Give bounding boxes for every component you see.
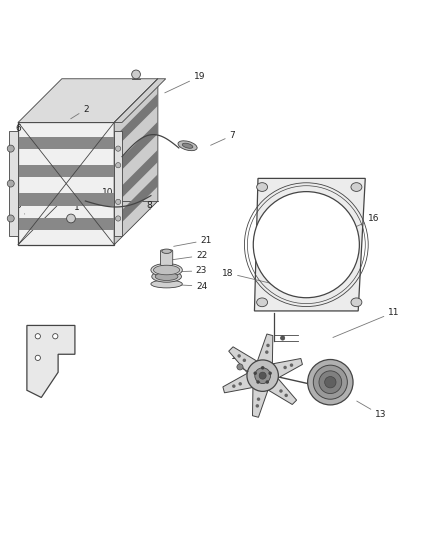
Polygon shape xyxy=(273,359,302,378)
Text: 10: 10 xyxy=(102,188,113,197)
Polygon shape xyxy=(114,150,158,206)
Ellipse shape xyxy=(155,272,178,280)
Circle shape xyxy=(265,350,268,354)
Polygon shape xyxy=(267,378,297,405)
Circle shape xyxy=(35,355,40,360)
Text: 1: 1 xyxy=(68,201,80,212)
Circle shape xyxy=(283,366,287,369)
Circle shape xyxy=(7,145,14,152)
Circle shape xyxy=(35,334,40,339)
Polygon shape xyxy=(223,373,252,393)
Circle shape xyxy=(253,192,359,298)
Circle shape xyxy=(256,380,260,384)
Circle shape xyxy=(268,372,272,375)
Polygon shape xyxy=(27,326,75,398)
Circle shape xyxy=(307,359,353,405)
Ellipse shape xyxy=(351,298,362,306)
Circle shape xyxy=(7,180,14,187)
Text: 2: 2 xyxy=(71,105,88,119)
Circle shape xyxy=(265,380,269,384)
Circle shape xyxy=(313,365,347,399)
Circle shape xyxy=(325,376,336,388)
Ellipse shape xyxy=(153,265,180,275)
Polygon shape xyxy=(252,386,268,417)
Polygon shape xyxy=(114,93,158,149)
Polygon shape xyxy=(18,123,114,245)
Circle shape xyxy=(53,334,58,339)
Circle shape xyxy=(116,199,121,205)
Circle shape xyxy=(284,394,288,397)
Circle shape xyxy=(280,336,285,340)
Circle shape xyxy=(232,384,236,388)
Polygon shape xyxy=(254,179,365,311)
Text: 21: 21 xyxy=(174,236,212,246)
Circle shape xyxy=(237,364,243,370)
Polygon shape xyxy=(114,174,158,230)
FancyBboxPatch shape xyxy=(160,250,173,265)
Text: 23: 23 xyxy=(165,266,207,276)
Circle shape xyxy=(132,70,141,79)
Circle shape xyxy=(116,163,121,168)
Circle shape xyxy=(259,372,266,379)
Text: 18: 18 xyxy=(222,269,271,284)
Ellipse shape xyxy=(151,263,182,277)
Text: 24: 24 xyxy=(165,281,207,290)
Circle shape xyxy=(238,382,242,385)
Polygon shape xyxy=(18,218,114,230)
Ellipse shape xyxy=(351,183,362,191)
Circle shape xyxy=(243,359,246,362)
Circle shape xyxy=(257,398,260,401)
Polygon shape xyxy=(114,122,158,177)
Circle shape xyxy=(254,372,257,375)
Polygon shape xyxy=(114,79,166,123)
Circle shape xyxy=(255,368,271,384)
Circle shape xyxy=(67,214,75,223)
Text: 6: 6 xyxy=(15,125,23,138)
Text: 16: 16 xyxy=(353,214,380,228)
Text: 7: 7 xyxy=(211,131,235,146)
Circle shape xyxy=(279,389,283,393)
Text: 13: 13 xyxy=(357,401,386,419)
Text: 14: 14 xyxy=(231,351,250,365)
Text: 11: 11 xyxy=(333,308,399,337)
Circle shape xyxy=(7,215,14,222)
Polygon shape xyxy=(114,131,122,236)
Ellipse shape xyxy=(257,183,268,191)
Ellipse shape xyxy=(162,249,171,253)
Ellipse shape xyxy=(151,280,182,288)
Circle shape xyxy=(256,404,259,408)
Polygon shape xyxy=(229,347,258,373)
Circle shape xyxy=(237,354,241,358)
Circle shape xyxy=(261,366,265,369)
Text: 22: 22 xyxy=(167,251,207,261)
Circle shape xyxy=(319,371,342,393)
Circle shape xyxy=(247,360,279,391)
Polygon shape xyxy=(258,334,273,365)
Polygon shape xyxy=(18,79,158,123)
Circle shape xyxy=(266,344,270,347)
Ellipse shape xyxy=(152,271,181,282)
Text: 8: 8 xyxy=(146,201,152,210)
Polygon shape xyxy=(18,137,114,149)
Ellipse shape xyxy=(178,141,197,151)
Text: 19: 19 xyxy=(165,72,205,93)
Ellipse shape xyxy=(182,143,193,148)
Text: 5: 5 xyxy=(15,201,25,214)
Circle shape xyxy=(116,146,121,151)
Circle shape xyxy=(290,364,293,367)
Polygon shape xyxy=(114,79,158,245)
Polygon shape xyxy=(18,165,114,177)
Polygon shape xyxy=(9,131,18,236)
Polygon shape xyxy=(18,193,114,206)
Circle shape xyxy=(116,216,121,221)
Ellipse shape xyxy=(257,298,268,306)
